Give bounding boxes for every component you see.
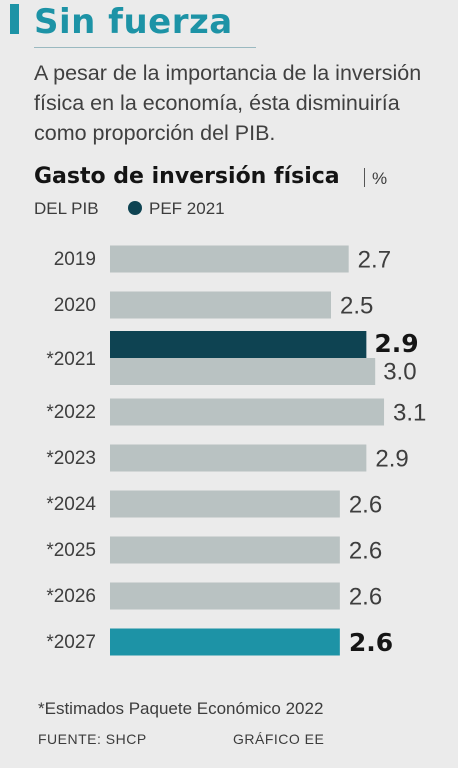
category-label: *2022 bbox=[46, 402, 96, 423]
title-accent-bar bbox=[10, 4, 19, 34]
value-label: 2.6 bbox=[349, 628, 393, 657]
page-title: Sin fuerza bbox=[34, 2, 233, 42]
footnote: *Estimados Paquete Económico 2022 bbox=[38, 699, 324, 718]
value-label: 2.6 bbox=[349, 583, 382, 610]
bar bbox=[110, 291, 331, 319]
category-label: *2021 bbox=[46, 349, 96, 370]
value-label: 3.0 bbox=[383, 358, 416, 385]
chart-title: Gasto de inversión física bbox=[34, 164, 340, 189]
bar bbox=[110, 490, 340, 518]
chart-unit-symbol: % bbox=[372, 169, 388, 188]
bar bbox=[110, 398, 385, 426]
value-label: 2.7 bbox=[358, 246, 391, 273]
bar-pef-2021 bbox=[110, 331, 367, 358]
value-label: 2.9 bbox=[374, 329, 418, 358]
value-label: 3.1 bbox=[393, 399, 426, 426]
chart-unit: % bbox=[364, 167, 387, 191]
source-credit: FUENTE: SHCP bbox=[38, 731, 147, 747]
category-label: *2026 bbox=[46, 586, 96, 607]
bar-estimate bbox=[110, 358, 376, 385]
bar bbox=[110, 536, 340, 564]
legend-dot-icon bbox=[128, 201, 142, 215]
bar bbox=[110, 444, 367, 472]
legend-label: PEF 2021 bbox=[149, 199, 225, 218]
bar bbox=[110, 582, 340, 610]
category-label: *2023 bbox=[46, 448, 96, 469]
page-subtitle: A pesar de la importancia de la inversió… bbox=[34, 61, 422, 145]
category-label: 2019 bbox=[54, 249, 96, 270]
unit-separator bbox=[364, 168, 365, 187]
value-label: 2.5 bbox=[340, 292, 373, 319]
bar bbox=[110, 245, 349, 273]
value-label: 2.9 bbox=[375, 445, 408, 472]
chart-unit-line2: DEL PIB bbox=[34, 199, 99, 218]
category-label: 2020 bbox=[54, 295, 96, 316]
title-divider bbox=[34, 47, 256, 48]
value-label: 2.6 bbox=[349, 491, 382, 518]
category-label: *2025 bbox=[46, 540, 96, 561]
value-label: 2.6 bbox=[349, 537, 382, 564]
bar-highlight bbox=[110, 628, 340, 656]
graphic-credit: GRÁFICO EE bbox=[233, 731, 325, 747]
chart-legend: PEF 2021 bbox=[128, 197, 225, 221]
category-label: *2027 bbox=[46, 632, 96, 653]
category-label: *2024 bbox=[46, 494, 96, 515]
